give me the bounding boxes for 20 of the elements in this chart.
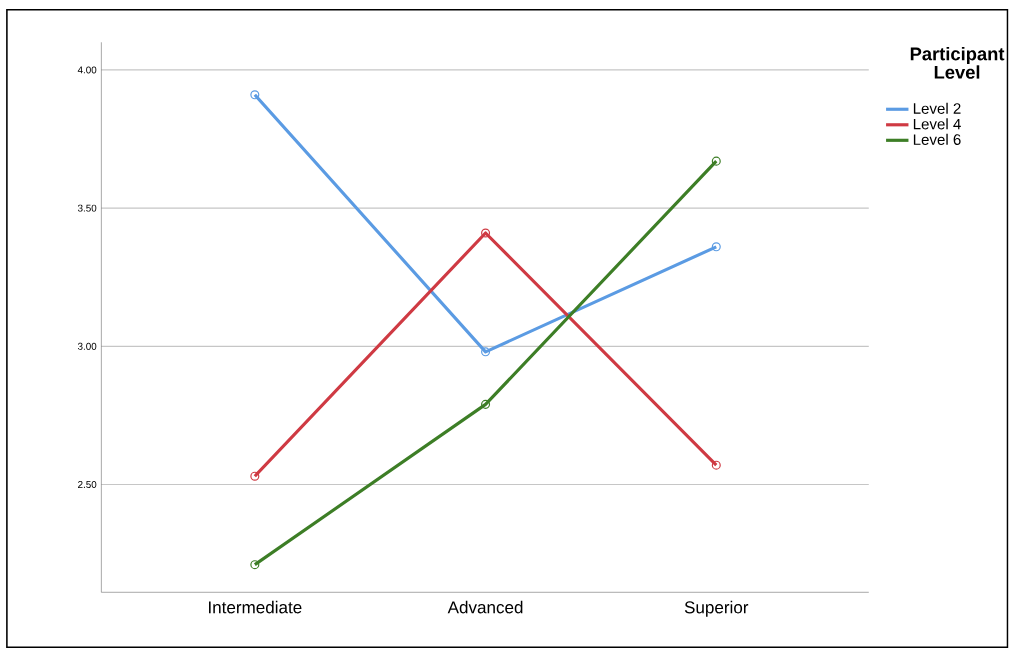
legend-label: Level 4 bbox=[913, 118, 961, 130]
point bbox=[481, 399, 491, 409]
legend-title: Participant Level bbox=[910, 46, 1005, 79]
y-tick-label: 3.50 bbox=[77, 204, 97, 212]
point bbox=[711, 460, 721, 470]
point bbox=[250, 471, 260, 481]
x-tick-label: Intermediate bbox=[209, 600, 302, 614]
point bbox=[250, 559, 260, 569]
point bbox=[250, 90, 260, 100]
y-tick-label: 4.00 bbox=[77, 66, 97, 74]
y-tick-label: 2.50 bbox=[78, 480, 97, 488]
x-tick-label: Advanced bbox=[447, 600, 523, 614]
point bbox=[481, 228, 491, 238]
legend-label: Level 6 bbox=[913, 133, 961, 145]
x-tick-label: Superior bbox=[684, 600, 749, 617]
point bbox=[711, 156, 721, 166]
legend-label: Level 2 bbox=[913, 102, 961, 114]
point bbox=[481, 347, 491, 357]
y-tick-label: 3.00 bbox=[77, 342, 97, 350]
point bbox=[711, 242, 721, 252]
